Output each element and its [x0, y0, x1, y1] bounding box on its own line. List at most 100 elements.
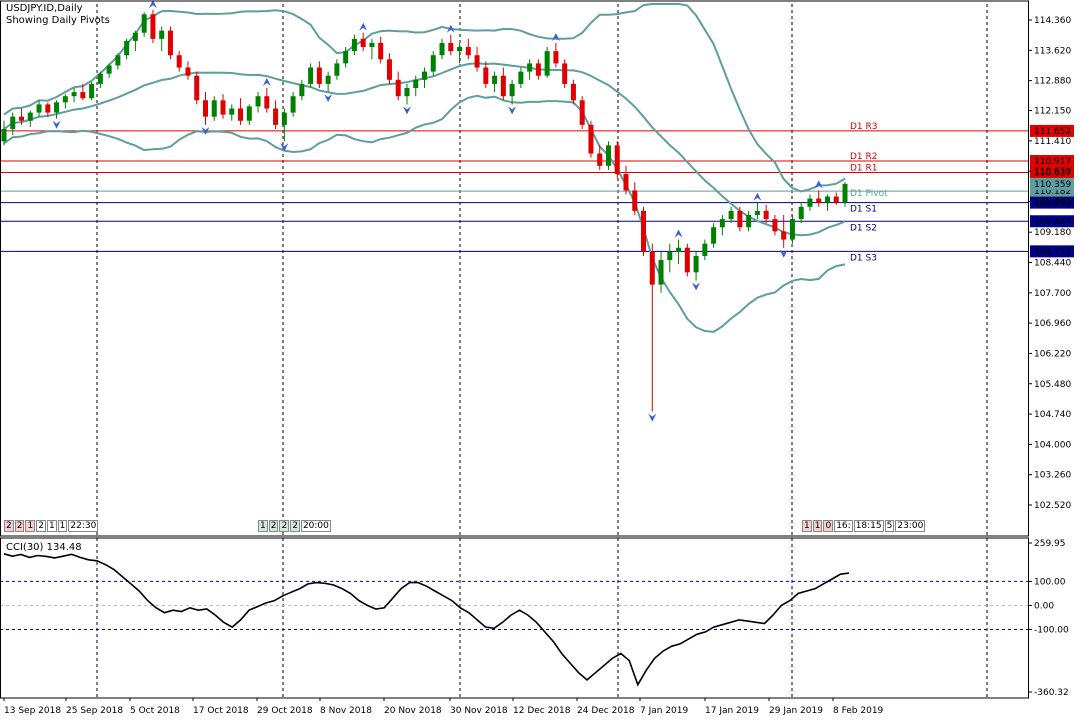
fractal-down-arrow	[280, 143, 289, 152]
date-tick-label: 29 Jan 2019	[769, 706, 823, 716]
candle-body	[386, 59, 392, 80]
cci-line	[3, 553, 850, 687]
fractal-down-arrow	[324, 94, 333, 103]
candle-body	[308, 67, 314, 84]
price-tick-label: 106.960	[1034, 319, 1071, 329]
date-tick-label: 30 Nov 2018	[450, 706, 508, 716]
price-tick-label: 105.480	[1034, 380, 1071, 390]
price-tick-label: 106.220	[1034, 349, 1071, 359]
date-tick-label: 5 Oct 2018	[130, 706, 180, 716]
fractal-arrows	[52, 0, 823, 422]
candle-body	[763, 210, 769, 220]
candle-body	[728, 210, 734, 220]
candle-body	[614, 145, 620, 175]
candle-body	[684, 247, 690, 273]
candle-body	[71, 92, 77, 97]
pivot-price-label: 109.902	[1034, 199, 1071, 209]
candle-body	[570, 83, 576, 101]
candle-body	[553, 51, 559, 64]
candle-body	[80, 92, 86, 99]
pivot-price-box	[1030, 166, 1074, 179]
candlesticks	[1, 10, 848, 412]
price-tick-label: 112.880	[1034, 77, 1071, 87]
candle-body	[194, 75, 200, 101]
session-cell: 2	[4, 520, 14, 532]
candle-body	[816, 198, 822, 203]
fractal-up-arrow	[674, 229, 683, 238]
candle-body	[132, 32, 138, 41]
price-tick-label: 104.740	[1034, 410, 1071, 420]
candle-body	[798, 206, 804, 220]
candle-body	[106, 65, 112, 74]
pivot-price-box	[1030, 155, 1074, 168]
candle-body	[202, 100, 208, 117]
cci-indicator: 259.95 100.00 0.00 -100.00 -360.32	[0, 539, 1069, 698]
candle-body	[597, 153, 603, 166]
candle-body	[667, 251, 673, 261]
candle-body	[824, 196, 830, 203]
cci-frame	[0, 537, 1029, 699]
candle-body	[719, 219, 725, 228]
candle-body	[343, 51, 349, 64]
fractal-up-arrow	[814, 180, 823, 189]
candle-body	[641, 210, 647, 252]
pivot-name: D1 S3	[850, 253, 877, 263]
price-tick-label: 107.700	[1034, 289, 1071, 299]
pivot-name: D1 Pivot	[850, 189, 888, 199]
candle-body	[737, 210, 743, 228]
price-tick-label: 103.260	[1034, 471, 1071, 481]
fractal-down-arrow	[779, 249, 788, 258]
candle-body	[527, 63, 533, 72]
pivot-levels: D1 R3 111.652 D1 R2 110.917 D1 R1 110.637 D1 P…	[0, 122, 1074, 263]
candle-body	[807, 198, 813, 207]
fractal-down-arrow	[402, 106, 411, 115]
candle-body	[632, 190, 638, 211]
candle-body	[658, 260, 664, 285]
pivot-price-box	[1030, 215, 1074, 228]
candle-body	[781, 231, 787, 240]
candle-body	[711, 227, 717, 244]
session-cell: 1	[802, 520, 812, 532]
candle-body	[27, 112, 33, 121]
session-cell: 18:15	[853, 520, 884, 532]
candle-body	[579, 100, 585, 125]
candle-body	[789, 219, 795, 240]
candle-body	[378, 42, 384, 60]
candle-body	[500, 75, 506, 97]
session-cell: 1	[25, 520, 36, 532]
pivot-price-box	[1030, 245, 1074, 258]
cci-header: CCI(30) 134.48	[6, 542, 82, 553]
candle-body	[439, 42, 445, 56]
pivot-price-label: 110.917	[1034, 157, 1071, 167]
session-cell: 2	[279, 520, 290, 532]
candle-body	[413, 79, 419, 88]
candle-body	[483, 67, 489, 84]
fractal-up-arrow	[262, 77, 271, 86]
candle-body	[255, 96, 261, 107]
candle-body	[404, 87, 410, 97]
symbol-title: USDJPY.ID,Daily	[6, 3, 83, 14]
fractal-down-arrow	[508, 106, 517, 115]
pivot-subtitle: Showing Daily Pivots	[6, 15, 110, 26]
date-tick-label: 8 Nov 2018	[320, 706, 372, 716]
date-tick-label: 12 Dec 2018	[513, 706, 571, 716]
last-price-label: 110.359	[1034, 180, 1071, 190]
session-cell: 1	[258, 520, 268, 532]
candle-body	[264, 96, 270, 109]
date-tick-label: 24 Dec 2018	[577, 706, 635, 716]
candle-body	[422, 71, 427, 80]
date-tick-label: 7 Jan 2019	[640, 706, 688, 716]
pivot-price-box	[1030, 124, 1074, 137]
cci-tick-label: 259.95	[1034, 539, 1066, 549]
session-cell: 2	[14, 520, 25, 532]
candle-body	[45, 104, 51, 113]
pivot-price-label: 110.637	[1034, 169, 1071, 179]
candle-body	[833, 196, 839, 203]
candle-body	[465, 47, 471, 56]
date-tick-label: 17 Jan 2019	[705, 706, 759, 716]
session-cell: 5	[884, 520, 895, 532]
candle-body	[588, 124, 594, 154]
candle-body	[115, 55, 121, 66]
